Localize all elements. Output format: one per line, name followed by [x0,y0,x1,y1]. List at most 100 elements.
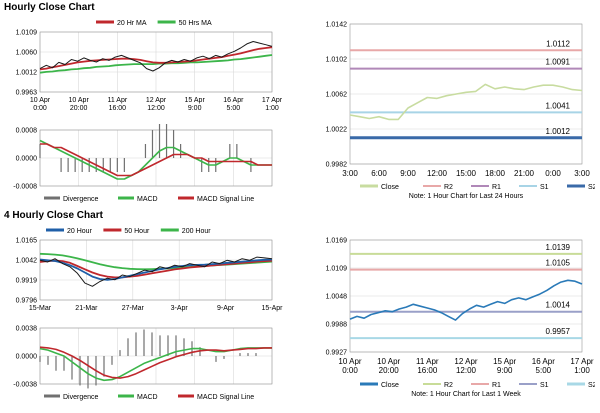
macd-signal-line [40,143,272,177]
divergence-bar [201,158,203,172]
divergence-bar [81,158,83,172]
y-tick-label: 1.0102 [326,57,348,64]
series-line-ma_fast [39,259,273,279]
divergence-bar [119,350,121,356]
x-tick-label: 10 Apr 20:00 [377,357,400,375]
series-line-ma_fast [39,46,273,71]
hourly-pivot-chart: 1.0142 1.0102 1.0062 1.0022 0.9982 1.0112 1.00… [326,22,595,201]
legend-entry-swatch [118,394,134,398]
x-tick-label: 15-Apr [261,305,283,312]
legend-entry: 50 Hour [124,228,150,235]
level-label-r1: 1.0091 [546,58,571,67]
legend-entry-swatch [46,228,64,232]
divergence-bar [103,356,105,377]
legend-entry-swatch [567,184,585,188]
y-tick-label: 1.0169 [326,238,348,245]
x-tick-label: 15:00 [456,169,477,178]
y-tick-label: 0.9988 [326,322,348,329]
divergence-bar [172,130,175,158]
divergence-bar [223,356,225,359]
legend-entry-swatch [519,383,537,385]
divergence-bar [87,356,89,389]
divergence-bar [60,158,62,172]
legend-entry-swatch [360,184,378,188]
divergence-bar [159,335,161,356]
x-tick-label: 10 Apr 0:00 [30,97,51,112]
level-label-s1b: 1.0014 [546,301,571,310]
legend-entry-swatch [423,383,441,385]
x-tick-label: 10 Apr 0:00 [338,357,361,375]
x-tick-label: 15 Apr 9:00 [185,97,206,112]
legend-entry: S2 [588,184,595,191]
divergence-bar [239,353,241,356]
x-tick-label: 12 Apr 12:00 [146,97,167,112]
legend-entry: Close [381,184,399,191]
divergence-bar [236,144,238,158]
y-tick-label: 1.0165 [16,238,38,245]
legend-entry-swatch [44,196,60,200]
legend-entry: Close [381,382,399,389]
level-label-s2b: 0.9957 [546,327,571,336]
divergence-bar [116,158,118,172]
divergence-bar [109,158,111,172]
legend-entry: R2 [444,382,453,389]
legend-entry-swatch [118,196,134,200]
four-hourly-macd-chart: 0.0038 0.0000 -0.0038 Divergence MACD MACD Si… [13,326,273,401]
y-tick-label: 1.0109 [16,30,38,37]
divergence-bar [175,335,177,356]
legend-entry: S2 [588,382,595,389]
x-tick-label: 17 Apr 1:00 [262,97,283,112]
legend-entry-swatch [178,196,194,200]
x-tick-label: 11 Apr 16:00 [107,97,127,112]
divergence-bar [143,329,145,356]
plot-border [39,239,273,301]
level-label-r1b: 1.0105 [546,259,571,268]
hourly-price-chart: 1.0109 1.0060 1.0012 0.9963 20 Hr MA 50 Hrs M… [16,20,283,112]
legend-entry-swatch [44,394,60,398]
x-tick-label: 6:00 [371,169,387,178]
x-tick-label: 21-Mar [75,305,98,312]
legend-entry-swatch [96,20,114,24]
divergence-bar [67,158,69,172]
x-tick-label: 3-Apr [171,305,189,312]
legend-entry: 50 Hrs MA [179,20,212,27]
macd-line [39,139,272,180]
divergence-bar [183,338,185,356]
legend-entry: S1 [540,184,549,191]
plot-border [349,239,583,353]
legend-entry-swatch [471,185,489,187]
divergence-bar [123,158,125,172]
divergence-bar [39,144,41,158]
divergence-bar [102,158,104,172]
legend-entry: 20 Hr MA [117,20,147,27]
gridlines [39,327,273,385]
four-hourly-pivot-chart: 1.0169 1.0109 1.0048 0.9988 0.9927 1.0139 1.01… [326,238,595,399]
y-tick-label: -0.0008 [13,184,37,191]
legend-entry: S1 [540,382,549,389]
close-line [349,83,583,121]
four-hourly-price-chart: 1.0165 1.0042 0.9919 0.9796 20 Hour 50 Hour 20… [16,228,284,312]
x-tick-label: 18:00 [485,169,506,178]
x-tick-label: 9:00 [400,169,416,178]
divergence-bar [39,356,41,362]
divergence-bar [151,332,153,356]
x-tick-label: 15 Apr 9:00 [493,357,516,375]
legend-entry-swatch [471,383,489,385]
legend-entry: 20 Hour [67,228,93,235]
level-label-s2: 1.0012 [546,127,571,136]
y-tick-label: 1.0060 [16,50,38,57]
y-tick-label: -0.0038 [13,382,37,389]
legend-entry: R2 [444,184,453,191]
x-tick-label: 11 Apr 16:00 [416,357,439,375]
y-tick-label: 0.0000 [16,354,38,361]
legend-entry: 200 Hour [182,228,211,235]
y-tick-label: 0.0000 [16,156,38,163]
x-tick-label: 27-Mar [122,305,145,312]
chart-note: Note: 1 Hour Chart for Last 1 Week [411,391,521,398]
x-tick-label: 15-Mar [29,305,52,312]
legend-entry: R1 [492,184,501,191]
macd-signal-line [39,346,272,379]
y-tick-label: 1.0042 [16,258,38,265]
divergence-bar [63,356,65,371]
y-tick-label: 1.0022 [326,127,348,134]
